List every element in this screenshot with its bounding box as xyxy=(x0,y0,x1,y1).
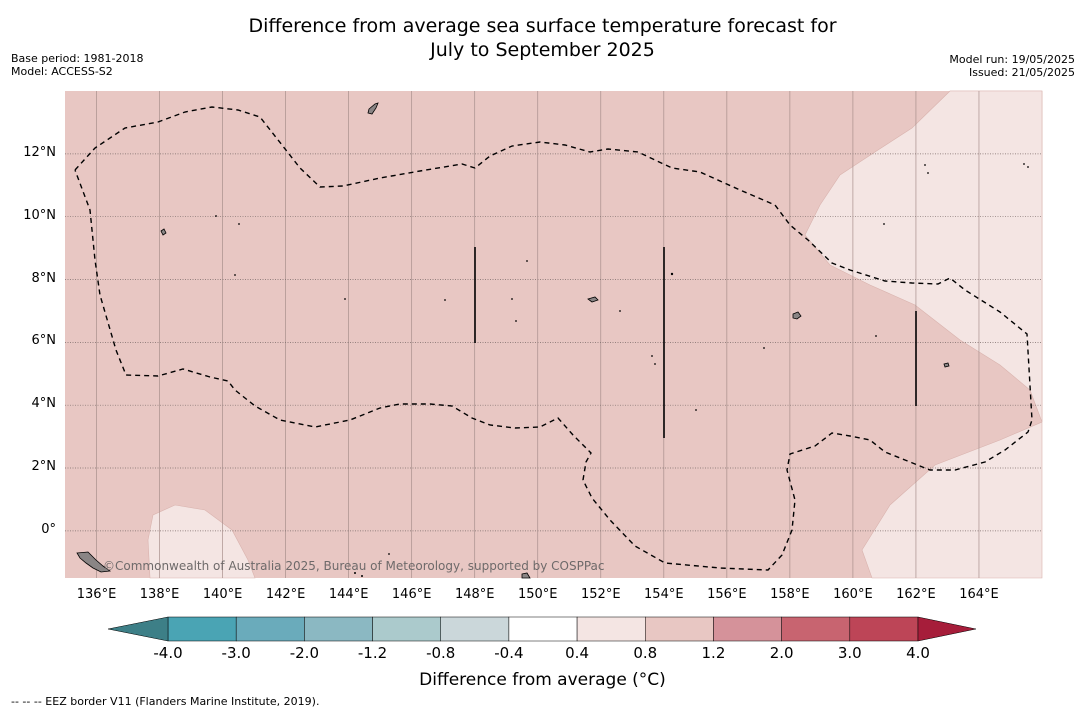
colorbar-segment xyxy=(304,616,373,642)
longitude-label: 160°E xyxy=(833,587,873,602)
title-line-1: Difference from average sea surface temp… xyxy=(248,15,837,37)
latitude-label: 0° xyxy=(41,521,56,537)
longitude-label: 154°E xyxy=(644,587,684,602)
map-area: ©Commonwealth of Australia 2025, Bureau … xyxy=(65,90,1043,579)
anomaly-region-east-upper xyxy=(804,90,1043,423)
colorbar-tick-label: 0.4 xyxy=(565,644,589,662)
copyright-text: ©Commonwealth of Australia 2025, Bureau … xyxy=(103,559,605,573)
latitude-label: 8°N xyxy=(31,270,57,286)
colorbar-tick-label: 4.0 xyxy=(906,644,930,662)
longitude-label: 136°E xyxy=(76,587,117,602)
colorbar-tick-label: -0.8 xyxy=(426,644,456,662)
longitude-label: 146°E xyxy=(391,587,432,602)
longitude-label: 156°E xyxy=(707,587,747,602)
island-west xyxy=(160,228,167,236)
model-name: Model: ACCESS-S2 xyxy=(11,65,113,78)
islands xyxy=(76,102,950,579)
longitude-label: 142°E xyxy=(265,587,306,602)
island-sw xyxy=(76,551,112,573)
title-line-2: July to September 2025 xyxy=(430,39,655,61)
colorbar-tick-label: 0.8 xyxy=(633,644,658,662)
longitude-label: 158°E xyxy=(770,587,810,602)
latitude-gridlines xyxy=(65,153,1042,532)
colorbar-over-arrow xyxy=(917,616,977,642)
issued-date: Issued: 21/05/2025 xyxy=(968,66,1075,79)
colorbar-tick-label: -3.0 xyxy=(221,644,251,662)
chart-title: Difference from average sea surface temp… xyxy=(0,14,1085,62)
island-kosrae xyxy=(943,362,950,368)
small-atolls xyxy=(215,163,1029,577)
colorbar-segment xyxy=(235,616,305,642)
colorbar xyxy=(107,616,977,642)
colorbar-tick-label: -0.4 xyxy=(494,644,524,662)
colorbar-segment xyxy=(372,616,441,642)
latitude-label: 4°N xyxy=(31,396,57,412)
latitude-label: 6°N xyxy=(31,333,57,349)
island-chuuk xyxy=(587,296,599,303)
colorbar-segment xyxy=(713,616,782,642)
longitude-label: 144°E xyxy=(328,587,369,602)
island-pohnpei xyxy=(792,311,802,320)
latitude-label: 10°N xyxy=(23,207,56,223)
model-info: Base period: 1981-2018 Model: ACCESS-S2 xyxy=(11,52,143,78)
colorbar-tick-label: 2.0 xyxy=(769,644,794,662)
longitude-label: 138°E xyxy=(139,587,180,602)
longitude-label: 164°E xyxy=(959,587,999,602)
latitude-label: 12°N xyxy=(23,144,56,160)
longitude-label: 148°E xyxy=(454,587,495,602)
run-info: Model run: 19/05/2025 Issued: 21/05/2025 xyxy=(949,53,1075,79)
colorbar-segment xyxy=(849,616,919,642)
eez-border xyxy=(74,106,1033,571)
anomaly-region-south xyxy=(147,504,256,579)
colorbar-title: Difference from average (°C) xyxy=(419,670,666,690)
colorbar-tick-label: 1.2 xyxy=(701,644,726,662)
eez-legend-note: -- -- -- EEZ border V11 (Flanders Marine… xyxy=(11,695,320,708)
colorbar-segment xyxy=(167,616,237,642)
latitude-label: 2°N xyxy=(31,459,57,475)
colorbar-under-arrow xyxy=(107,616,169,642)
longitude-gridlines xyxy=(96,91,980,578)
longitude-label: 162°E xyxy=(896,587,936,602)
base-period: Base period: 1981-2018 xyxy=(11,52,144,65)
island-north xyxy=(367,102,379,115)
colorbar-segment xyxy=(440,616,510,642)
colorbar-tick-label: -2.0 xyxy=(289,644,319,662)
island-south xyxy=(521,572,531,579)
longitude-label: 150°E xyxy=(517,587,558,602)
colorbar-segment xyxy=(781,616,851,642)
longitude-label: 140°E xyxy=(202,587,243,602)
colorbar-tick-label: -1.2 xyxy=(357,644,388,662)
colorbar-segment xyxy=(645,616,714,642)
model-run: Model run: 19/05/2025 xyxy=(949,53,1075,66)
colorbar-segment xyxy=(508,616,578,642)
colorbar-segment xyxy=(576,616,646,642)
colorbar-tick-label: -4.0 xyxy=(153,644,183,662)
longitude-label: 152°E xyxy=(581,587,621,602)
colorbar-tick-label: 3.0 xyxy=(837,644,862,662)
